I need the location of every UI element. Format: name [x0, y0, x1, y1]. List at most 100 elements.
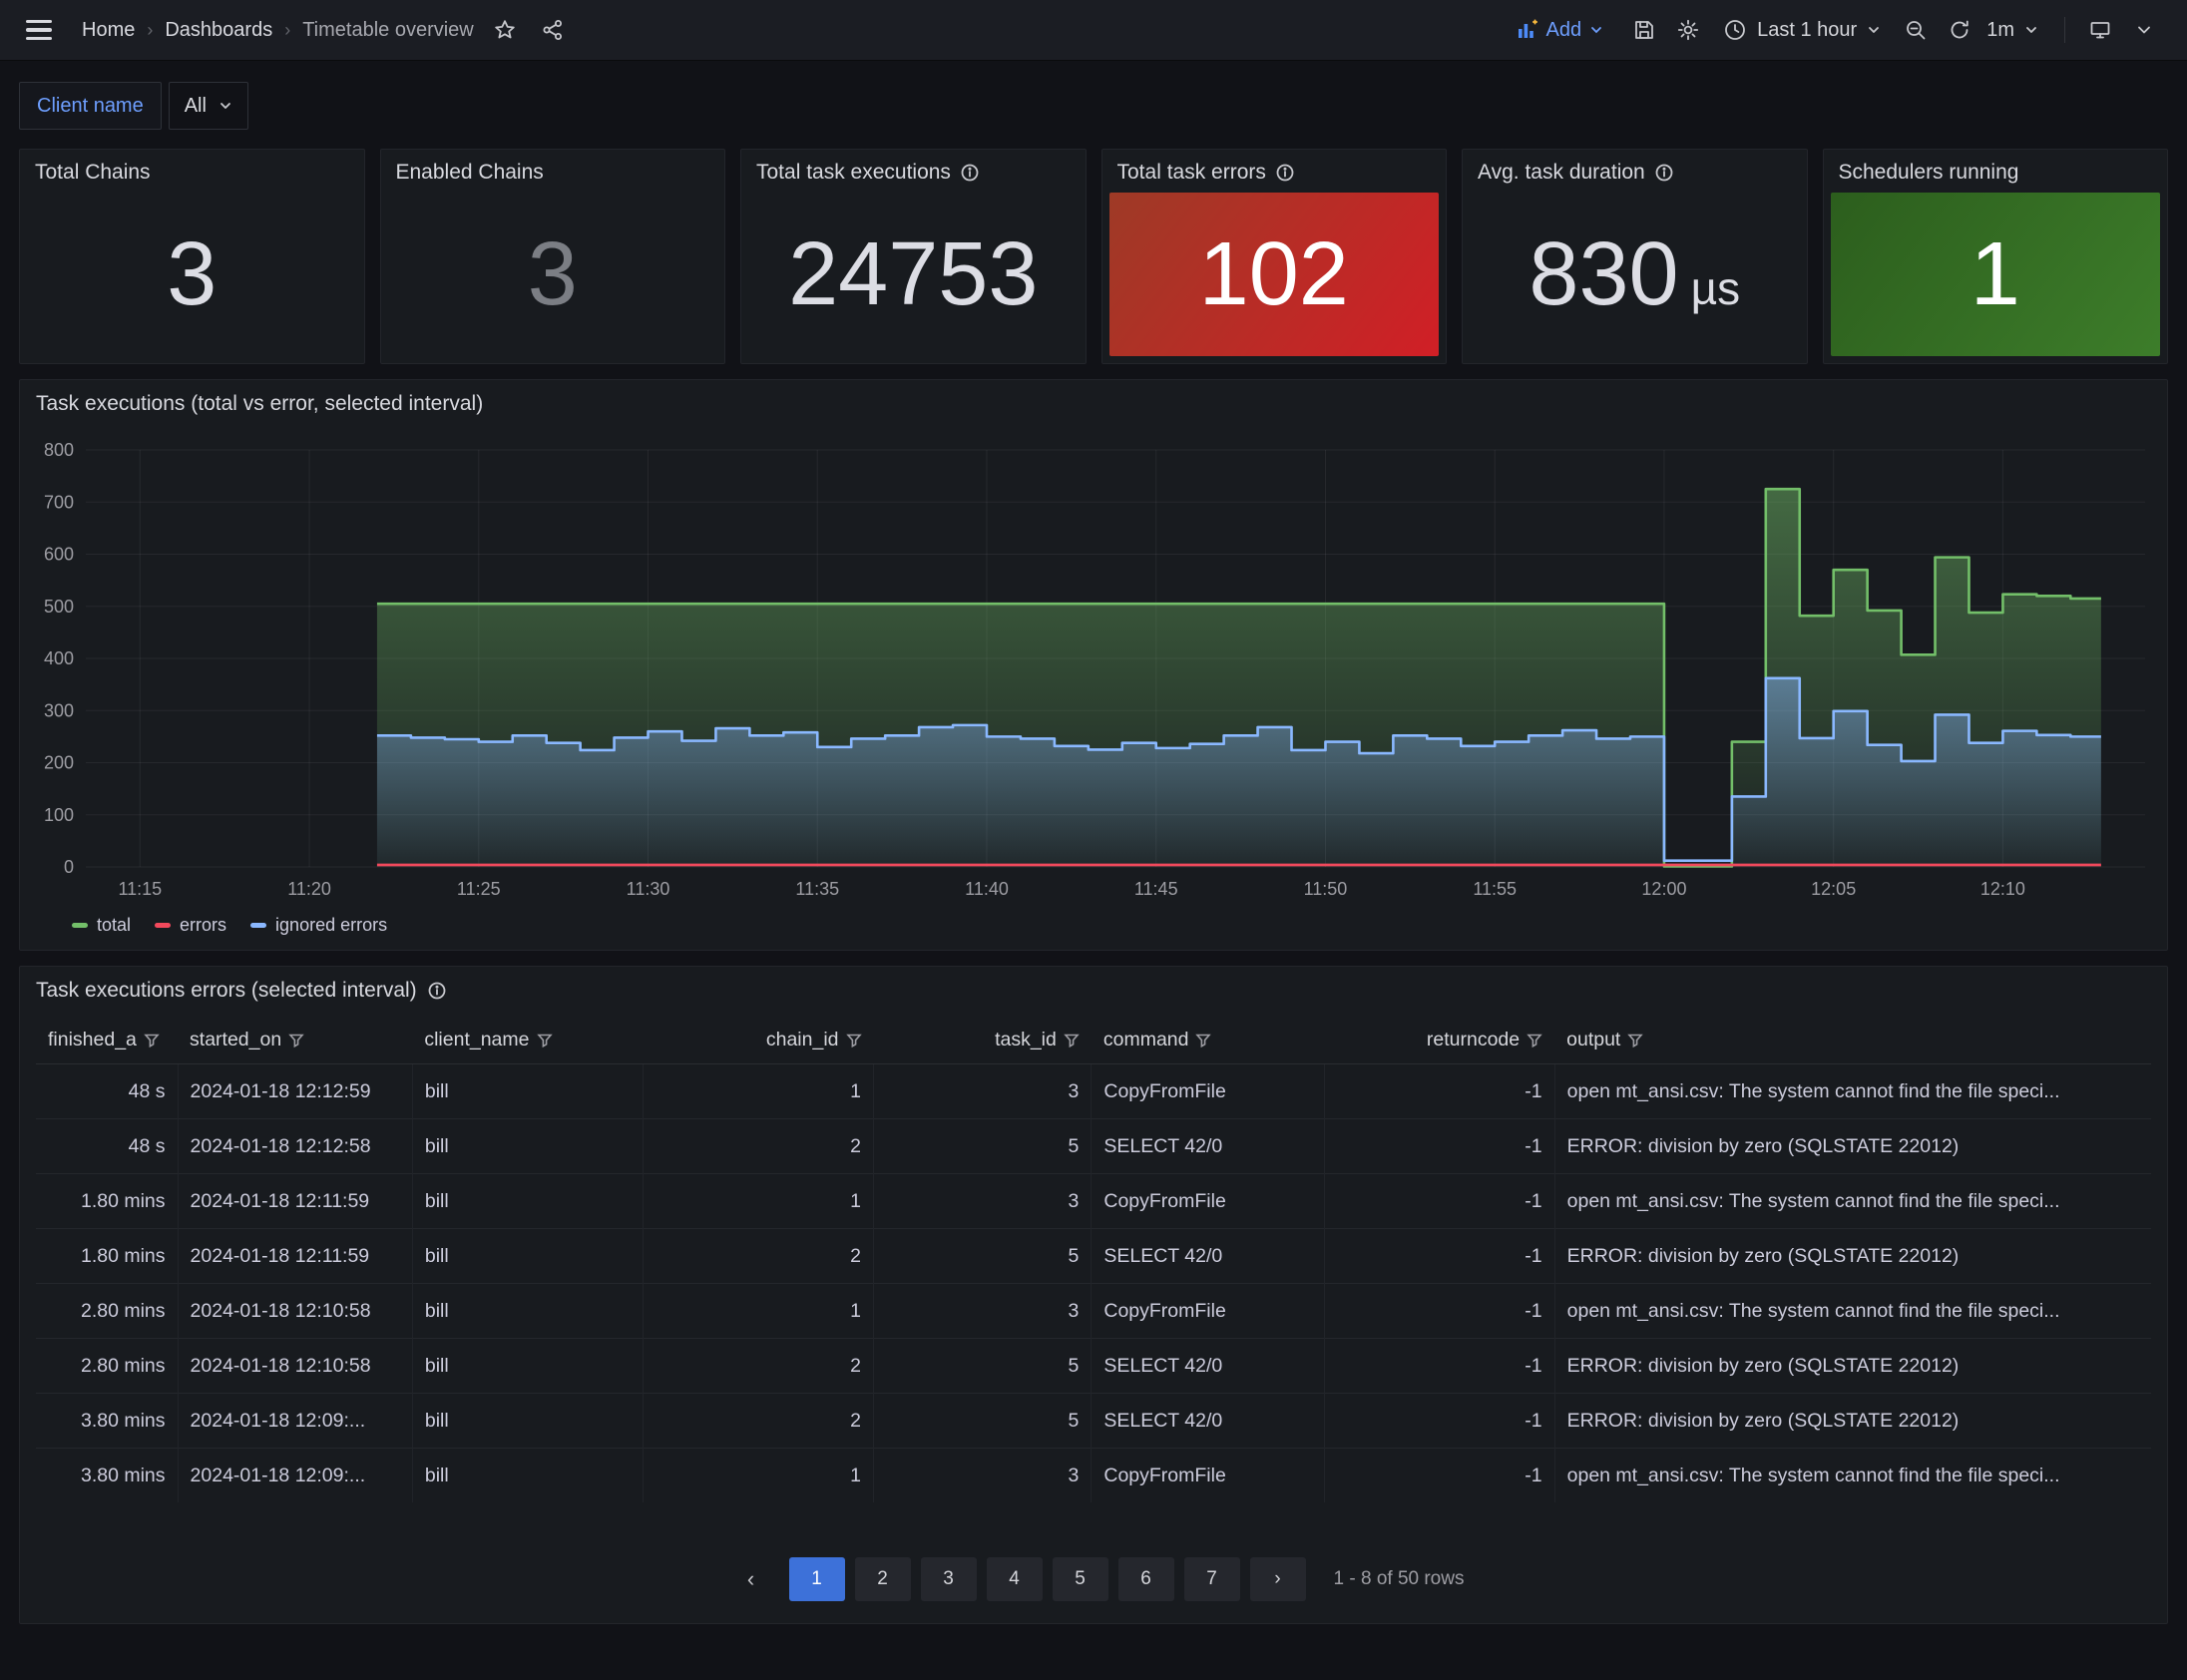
top-navbar: Home › Dashboards › Timetable overview A… [0, 0, 2187, 61]
info-icon[interactable] [1654, 163, 1674, 183]
stat-title[interactable]: Avg. task duration [1478, 161, 1645, 185]
pagination-prev-button[interactable]: ‹ [723, 1557, 779, 1601]
filter-funnel-icon[interactable] [846, 1033, 862, 1049]
filter-funnel-icon[interactable] [1064, 1033, 1080, 1049]
filter-funnel-icon[interactable] [1195, 1033, 1211, 1049]
legend-item-ignored-errors[interactable]: ignored errors [250, 915, 387, 936]
cell-finished_a: 1.80 mins [36, 1174, 178, 1229]
cell-output: open mt_ansi.csv: The system cannot find… [1554, 1174, 2151, 1229]
svg-text:12:05: 12:05 [1811, 879, 1856, 899]
stat-value: 3 [167, 229, 217, 319]
legend-item-total[interactable]: total [72, 915, 131, 936]
add-panel-button[interactable]: Add [1517, 19, 1604, 42]
column-label: task_id [995, 1029, 1057, 1051]
cell-command: SELECT 42/0 [1092, 1229, 1324, 1284]
legend-item-errors[interactable]: errors [155, 915, 226, 936]
share-icon[interactable] [536, 13, 570, 47]
cell-started_on: 2024-01-18 12:10:58 [178, 1339, 412, 1394]
table-panel-title[interactable]: Task executions errors (selected interva… [36, 979, 417, 1003]
legend-label: total [97, 915, 131, 936]
settings-gear-icon[interactable] [1671, 13, 1705, 47]
collapse-toolbar-chevron-icon[interactable] [2127, 13, 2161, 47]
cell-client_name: bill [412, 1284, 643, 1339]
table-row: 1.80 mins2024-01-18 12:11:59bill13CopyFr… [36, 1174, 2151, 1229]
cell-chain_id: 1 [643, 1174, 873, 1229]
pagination-page-3[interactable]: 3 [921, 1557, 977, 1601]
errors-table: finished_a started_on client_name chain_id t… [36, 1017, 2151, 1502]
menu-icon[interactable] [26, 20, 52, 40]
cell-finished_a: 48 s [36, 1119, 178, 1174]
client-name-filter-value[interactable]: All [169, 82, 248, 130]
breadcrumb-home[interactable]: Home [82, 19, 135, 42]
pagination-page-2[interactable]: 2 [855, 1557, 911, 1601]
cell-command: CopyFromFile [1092, 1449, 1324, 1503]
info-icon[interactable] [427, 981, 447, 1001]
cell-command: CopyFromFile [1092, 1174, 1324, 1229]
refresh-interval-picker[interactable]: 1m [1986, 19, 2046, 42]
client-name-filter-label[interactable]: Client name [19, 82, 162, 130]
zoom-out-icon[interactable] [1899, 13, 1933, 47]
cell-finished_a: 2.80 mins [36, 1339, 178, 1394]
timeseries-panel: Task executions (total vs error, selecte… [19, 379, 2168, 951]
column-header-output[interactable]: output [1554, 1017, 2151, 1064]
tv-mode-icon[interactable] [2083, 13, 2117, 47]
pagination-next-button[interactable]: › [1250, 1557, 1306, 1601]
timeseries-panel-title[interactable]: Task executions (total vs error, selecte… [36, 392, 483, 416]
column-label: client_name [424, 1029, 529, 1051]
table-row: 2.80 mins2024-01-18 12:10:58bill13CopyFr… [36, 1284, 2151, 1339]
column-header-task_id[interactable]: task_id [874, 1017, 1092, 1064]
cell-output: open mt_ansi.csv: The system cannot find… [1554, 1449, 2151, 1503]
column-header-client_name[interactable]: client_name [412, 1017, 643, 1064]
svg-text:11:15: 11:15 [118, 879, 162, 899]
star-favorite-icon[interactable] [488, 13, 522, 47]
stat-title[interactable]: Enabled Chains [396, 161, 544, 185]
filter-funnel-icon[interactable] [537, 1033, 553, 1049]
svg-text:11:30: 11:30 [627, 879, 670, 899]
cell-started_on: 2024-01-18 12:12:59 [178, 1064, 412, 1119]
pagination-page-1[interactable]: 1 [789, 1557, 845, 1601]
column-label: started_on [190, 1029, 281, 1051]
pagination-page-4[interactable]: 4 [987, 1557, 1043, 1601]
info-icon[interactable] [1275, 163, 1295, 183]
refresh-icon[interactable] [1943, 13, 1976, 47]
cell-task_id: 3 [874, 1174, 1092, 1229]
cell-command: CopyFromFile [1092, 1064, 1324, 1119]
pagination-page-7[interactable]: 7 [1184, 1557, 1240, 1601]
stat-title[interactable]: Total task errors [1117, 161, 1266, 185]
svg-text:100: 100 [44, 805, 74, 825]
save-dashboard-icon[interactable] [1627, 13, 1661, 47]
info-icon[interactable] [960, 163, 980, 183]
stat-panel-total-task-executions: Total task executions 24753 [740, 149, 1087, 364]
timeseries-plot[interactable]: 010020030040050060070080011:1511:2011:25… [36, 430, 2157, 907]
filter-funnel-icon[interactable] [288, 1033, 304, 1049]
column-header-command[interactable]: command [1092, 1017, 1324, 1064]
cell-client_name: bill [412, 1339, 643, 1394]
filter-funnel-icon[interactable] [1627, 1033, 1643, 1049]
stat-title[interactable]: Total Chains [35, 161, 151, 185]
add-chart-icon [1517, 19, 1538, 41]
time-range-picker[interactable]: Last 1 hour [1715, 18, 1889, 42]
column-label: returncode [1427, 1029, 1520, 1051]
table-pagination: ‹1234567›1 - 8 of 50 rows [36, 1543, 2151, 1611]
column-header-started_on[interactable]: started_on [178, 1017, 412, 1064]
stat-title[interactable]: Total task executions [756, 161, 951, 185]
column-header-returncode[interactable]: returncode [1324, 1017, 1554, 1064]
stat-title[interactable]: Schedulers running [1839, 161, 2019, 185]
filter-funnel-icon[interactable] [1527, 1033, 1542, 1049]
cell-finished_a: 1.80 mins [36, 1229, 178, 1284]
column-header-finished_a[interactable]: finished_a [36, 1017, 178, 1064]
column-header-chain_id[interactable]: chain_id [643, 1017, 873, 1064]
legend-swatch [155, 923, 171, 928]
chevron-down-icon [2024, 23, 2038, 37]
filter-funnel-icon[interactable] [144, 1033, 160, 1049]
pagination-page-5[interactable]: 5 [1053, 1557, 1108, 1601]
cell-returncode: -1 [1324, 1119, 1554, 1174]
cell-task_id: 3 [874, 1284, 1092, 1339]
breadcrumb-dashboards[interactable]: Dashboards [165, 19, 272, 42]
cell-output: open mt_ansi.csv: The system cannot find… [1554, 1284, 2151, 1339]
svg-text:400: 400 [44, 648, 74, 668]
chart-legend: total errors ignored errors [72, 915, 2151, 936]
pagination-page-6[interactable]: 6 [1118, 1557, 1174, 1601]
column-label: chain_id [766, 1029, 839, 1051]
cell-started_on: 2024-01-18 12:12:58 [178, 1119, 412, 1174]
